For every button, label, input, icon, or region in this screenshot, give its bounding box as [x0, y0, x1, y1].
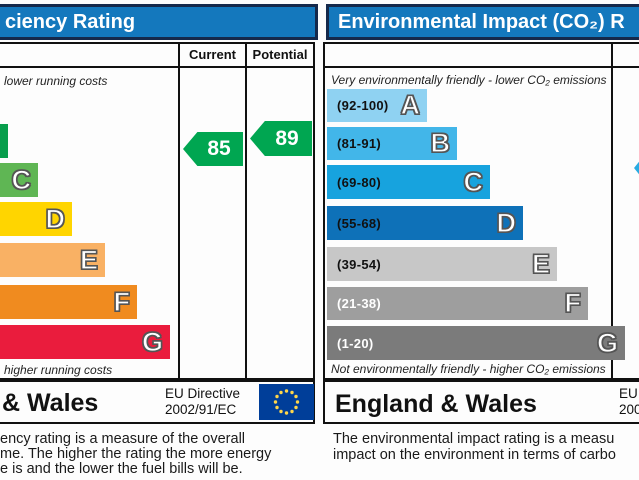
co2-band-g-letter: G: [596, 327, 618, 358]
energy-table-frame: [0, 42, 315, 380]
energy-header-divider: [0, 66, 315, 68]
energy-band-c-letter: C: [11, 164, 32, 195]
energy-band-f: F: [0, 285, 137, 319]
environmental-description-line2: impact on the environment in terms of ca…: [333, 447, 616, 463]
energy-top-note: lower running costs: [4, 74, 108, 88]
co2-band-c-range: (69-80): [337, 174, 382, 190]
current-rating-value: 85: [207, 137, 231, 160]
energy-band-d-letter: D: [45, 203, 66, 234]
energy-band-g-letter: G: [141, 326, 163, 357]
energy-description-line2: me. The higher the rating the more energ…: [0, 446, 272, 462]
energy-potential-column-border: [245, 42, 247, 380]
energy-description-line1: ency rating is a measure of the overall: [0, 431, 246, 447]
current-column-header: Current: [189, 47, 236, 62]
energy-current-column-border: [178, 42, 180, 380]
co2-band-b-range: (81-91): [337, 136, 382, 151]
co2-band-d-letter: D: [496, 207, 517, 238]
co2-band-f: (21-38) F: [327, 287, 588, 320]
energy-band-e-letter: E: [79, 244, 98, 275]
co2-band-f-letter: F: [564, 287, 582, 318]
environmental-region-box: England & Wales EU 200: [323, 380, 639, 424]
co2-band-e: (39-54) E: [327, 247, 557, 281]
current-rating-arrow: 85: [183, 132, 243, 166]
co2-band-d: (55-68) D: [327, 206, 523, 240]
potential-column-header: Potential: [252, 47, 308, 62]
co2-band-g-range: (1-20): [337, 335, 374, 351]
environmental-current-column-border: [611, 42, 613, 380]
co2-band-e-letter: E: [531, 248, 550, 279]
potential-rating-arrow: 89: [250, 121, 312, 156]
energy-band-e: E: [0, 243, 105, 277]
energy-efficiency-title: ciency Rating: [5, 11, 136, 33]
environmental-top-note: Very environmentally friendly - lower CO…: [331, 73, 607, 87]
eu-directive-line1: EU Directive: [165, 386, 241, 401]
eu-directive-fragment: EU 200: [619, 386, 639, 418]
environmental-header-divider: [323, 66, 639, 68]
eu-directive-line2: 2002/91/EC: [165, 402, 237, 417]
potential-rating-value: 89: [275, 126, 299, 150]
environmental-bottom-note: Not environmentally friendly - higher CO…: [331, 362, 606, 376]
energy-description-line3: e is and the lower the fuel bills will b…: [0, 461, 243, 477]
co2-band-c: (69-80) C: [327, 165, 490, 199]
environmental-table-frame: [323, 42, 639, 380]
energy-band-d: D: [0, 202, 72, 236]
energy-bottom-note: higher running costs: [4, 363, 113, 377]
energy-band-f-letter: F: [113, 286, 131, 317]
co2-band-d-range: (55-68): [337, 215, 382, 231]
co2-band-f-range: (21-38): [337, 296, 382, 311]
environmental-title-bar: Environmental Impact (CO₂) R: [326, 4, 639, 40]
co2-band-g: (1-20) G: [327, 326, 625, 360]
co2-band-a-letter: A: [400, 89, 421, 120]
co2-band-b: (81-91) B: [327, 127, 457, 160]
co2-current-arrow-tip: [634, 158, 639, 178]
energy-region-label: & Wales: [2, 389, 99, 417]
environmental-region-label: England & Wales: [335, 390, 537, 418]
energy-efficiency-panel: ciency Rating Current Potential lower ru…: [0, 0, 318, 480]
environmental-impact-panel: Environmental Impact (CO₂) R Very enviro…: [323, 0, 639, 480]
co2-band-c-letter: C: [463, 166, 484, 197]
energy-region-box: & Wales EU Directive 2002/91/EC: [0, 380, 315, 424]
eu-directive-fragment-line2: 200: [619, 402, 639, 417]
energy-band-c: C: [0, 163, 38, 197]
co2-band-e-range: (39-54): [337, 256, 382, 272]
eu-directive-text: EU Directive 2002/91/EC: [165, 386, 240, 418]
co2-band-a-range: (92-100): [337, 98, 389, 113]
co2-band-a: (92-100) A: [327, 89, 427, 122]
environmental-description-line1: The environmental impact rating is a mea…: [333, 431, 615, 447]
energy-efficiency-title-bar: ciency Rating: [0, 4, 318, 40]
environmental-title: Environmental Impact (CO₂) R: [338, 11, 625, 33]
energy-band-b: [0, 124, 8, 158]
co2-band-b-letter: B: [430, 127, 451, 158]
eu-flag-icon: [259, 384, 314, 420]
eu-directive-fragment-line1: EU: [619, 386, 638, 401]
energy-band-g: G: [0, 325, 170, 359]
